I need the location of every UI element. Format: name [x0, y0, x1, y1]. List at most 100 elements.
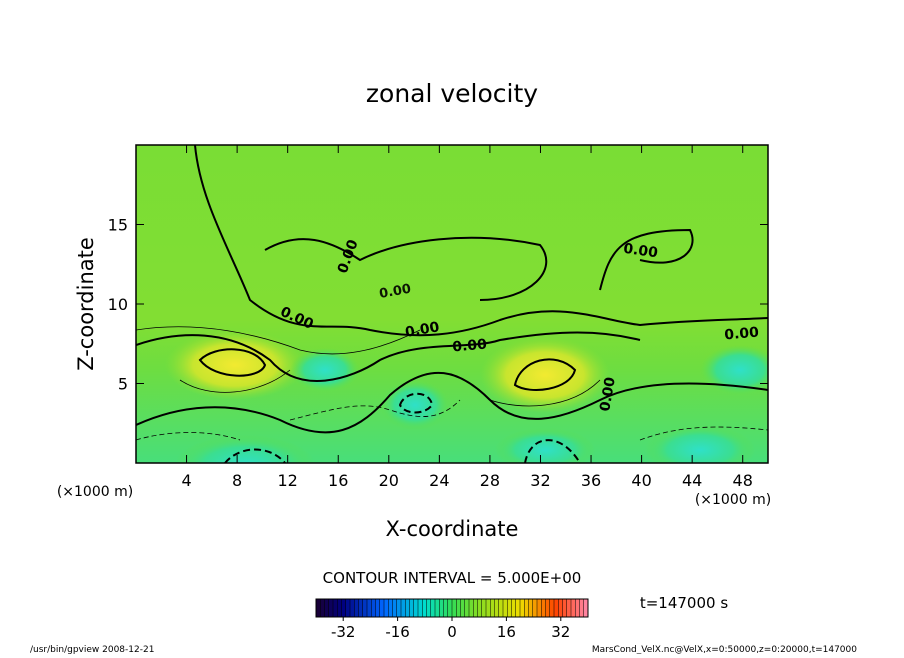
x-tick-label: 24	[429, 471, 449, 490]
contour-label: 0.00	[724, 325, 760, 344]
colorbar-cell	[396, 599, 402, 617]
colorbar-cell	[443, 599, 449, 617]
colorbar-cell	[367, 599, 372, 617]
colorbar-cell	[354, 599, 359, 617]
colorbar-cell	[575, 599, 580, 617]
colorbar-cell	[549, 599, 555, 617]
colorbar-cell	[566, 599, 572, 617]
x-tick-label: 12	[278, 471, 298, 490]
x-tick-label: 28	[480, 471, 500, 490]
colorbar-cell	[452, 599, 457, 617]
colorbar-cell	[333, 599, 338, 617]
colorbar-cell	[384, 599, 389, 617]
colorbar-tick-label: 16	[497, 623, 516, 641]
colorbar-cell	[426, 599, 432, 617]
colorbar-cell	[507, 599, 512, 617]
colorbar-cell	[562, 599, 568, 617]
field	[136, 145, 768, 463]
contour-label: 0.00	[452, 337, 488, 356]
colorbar-cell	[430, 599, 436, 617]
colorbar-cell	[583, 599, 589, 617]
colorbar-cell	[324, 599, 330, 617]
colorbar-cell	[494, 599, 500, 617]
colorbar-cell	[571, 599, 576, 617]
colorbar-cell	[554, 599, 559, 617]
colorbar-tick-label: 0	[447, 623, 457, 641]
colorbar-cell	[469, 599, 474, 617]
colorbar-cell	[435, 599, 440, 617]
x-tick-label: 44	[682, 471, 702, 490]
colorbar-cell	[413, 599, 419, 617]
x-tick-label: 4	[181, 471, 191, 490]
colorbar-cell	[405, 599, 410, 617]
x-tick-label: 32	[530, 471, 550, 490]
x-tick-label: 48	[733, 471, 753, 490]
colorbar-cell	[379, 599, 385, 617]
colorbar-cell	[371, 599, 376, 617]
colorbar-cell	[515, 599, 521, 617]
colorbar-cell	[337, 599, 342, 617]
colorbar-cell	[473, 599, 478, 617]
colorbar-cell	[558, 599, 563, 617]
colorbar-cell	[350, 599, 355, 617]
colorbar-cell	[316, 599, 321, 617]
colorbar-cell	[545, 599, 551, 617]
contour-label: 0.00	[378, 282, 412, 302]
colorbar-cell	[524, 599, 529, 617]
colorbar-tick-label: -16	[385, 623, 410, 641]
colorbar-cell	[579, 599, 585, 617]
x-unit: (×1000 m)	[57, 484, 133, 500]
colorbar-cell	[520, 599, 525, 617]
contour-label: 0.00	[597, 376, 619, 413]
colorbar-cell	[401, 599, 406, 617]
colorbar-cell	[481, 599, 487, 617]
x-unit: (×1000 m)	[695, 492, 771, 508]
y-tick-label: 15	[108, 216, 128, 235]
colorbar-cell	[541, 599, 546, 617]
colorbar-cell	[486, 599, 491, 617]
y-axis-label: Z-coordinate	[74, 237, 98, 371]
colorbar-cell	[464, 599, 470, 617]
x-tick-label: 8	[232, 471, 242, 490]
colorbar-cell	[477, 599, 483, 617]
colorbar-cell	[388, 599, 393, 617]
time-label: t=147000 s	[640, 594, 728, 612]
contour-interval: CONTOUR INTERVAL = 5.000E+00	[323, 569, 582, 587]
x-tick-label: 16	[328, 471, 348, 490]
colorbar-cell	[503, 599, 508, 617]
colorbar-cell	[345, 599, 351, 617]
colorbar-tick-label: -32	[331, 623, 356, 641]
colorbar-cell	[418, 599, 423, 617]
colorbar-cell	[447, 599, 453, 617]
colorbar-cell	[460, 599, 466, 617]
colorbar-cell	[511, 599, 517, 617]
colorbar-cell	[409, 599, 415, 617]
colorbar-cell	[439, 599, 444, 617]
footer-right: MarsCond_VelX.nc@VelX,x=0:50000,z=0:2000…	[592, 645, 857, 654]
colorbar-cell	[532, 599, 538, 617]
colorbar-cell	[456, 599, 461, 617]
colorbar-cell	[537, 599, 542, 617]
colorbar-cell	[362, 599, 368, 617]
x-tick-label: 36	[581, 471, 601, 490]
footer-left: /usr/bin/gpview 2008-12-21	[30, 645, 154, 654]
y-tick-label: 5	[118, 375, 128, 394]
colorbar-cell	[498, 599, 504, 617]
colorbar-cell	[392, 599, 398, 617]
x-tick-label: 40	[631, 471, 651, 490]
colorbar-cell	[358, 599, 364, 617]
colorbar-cell	[490, 599, 495, 617]
contour-label: 0.00	[622, 241, 659, 262]
colorbar-cell	[328, 599, 334, 617]
x-tick-label: 20	[379, 471, 399, 490]
colorbar-cell	[422, 599, 427, 617]
colorbar-tick-label: 32	[551, 623, 570, 641]
chart-title: zonal velocity	[366, 79, 538, 108]
contour-label: 0.00	[404, 319, 441, 341]
x-axis-label: X-coordinate	[386, 517, 519, 541]
y-tick-label: 10	[108, 295, 128, 314]
colorbar-cell	[320, 599, 325, 617]
colorbar-cell	[528, 599, 534, 617]
colorbar-cell	[375, 599, 381, 617]
colorbar-cell	[341, 599, 347, 617]
